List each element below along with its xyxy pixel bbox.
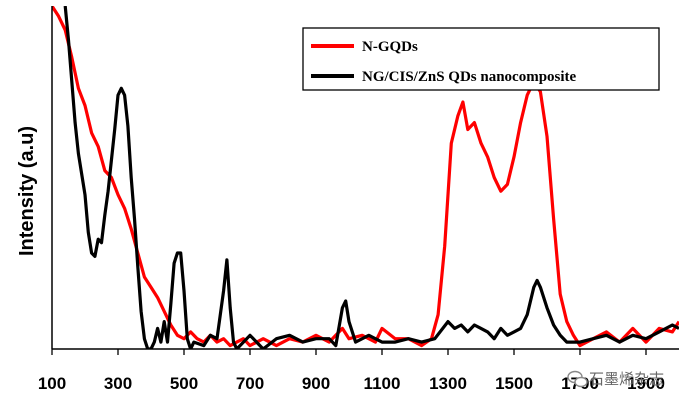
legend-box (302, 27, 660, 91)
plot-lines (52, 6, 679, 349)
x-tick-label: 100 (38, 374, 66, 393)
watermark: 石墨烯杂志 (567, 370, 664, 388)
wechat-icon (567, 370, 588, 388)
legend-label-nanocomposite: NG/CIS/ZnS QDs nanocomposite (362, 69, 577, 85)
series-line-nanocomposite (63, 6, 679, 349)
x-tick-label: 500 (170, 374, 198, 393)
watermark-text: 石墨烯杂志 (589, 370, 664, 388)
x-tick-label: 1900 (627, 374, 665, 393)
x-tick-label: 1500 (495, 374, 533, 393)
legend-label-n-gqds: N-GQDs (362, 39, 418, 55)
x-axis-ticks: 10030050070090011001300150017001900 (38, 349, 665, 393)
x-tick-label: 1300 (429, 374, 467, 393)
x-tick-label: 1100 (364, 374, 401, 393)
legend: N-GQDs NG/CIS/ZnS QDs nanocomposite (302, 27, 660, 91)
x-tick-label: 900 (302, 374, 330, 393)
x-tick-label: 700 (236, 374, 264, 393)
y-axis-label: Intensity (a.u) (16, 126, 38, 256)
x-tick-label: 300 (104, 374, 132, 393)
